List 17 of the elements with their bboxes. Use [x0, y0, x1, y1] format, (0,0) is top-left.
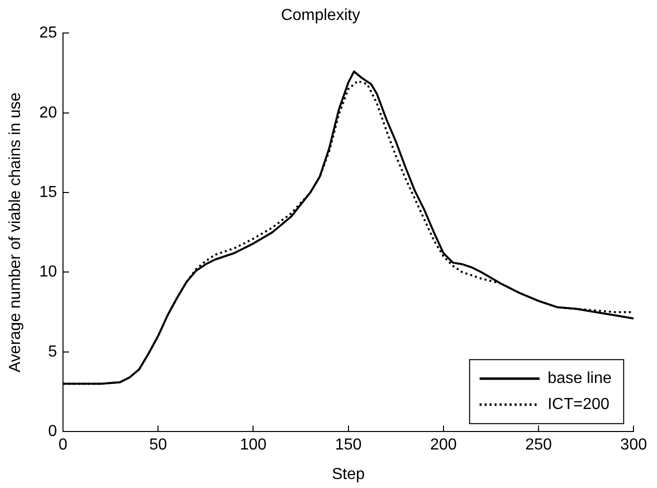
y-tick-label: 20	[39, 104, 58, 122]
y-tick-label: 5	[48, 343, 58, 360]
x-tick-label: 100	[240, 436, 267, 454]
y-axis-title: Average number of viable chains in use	[7, 92, 24, 372]
y-tick-label: 10	[39, 264, 58, 281]
x-tick-label: 50	[149, 436, 168, 454]
x-tick-label: 150	[334, 436, 362, 454]
chart-title: Complexity	[280, 7, 360, 24]
legend-label: ICT=200	[548, 396, 610, 414]
y-tick-label: 0	[48, 423, 58, 440]
x-tick-label: 250	[525, 436, 552, 454]
legend-label: base line	[548, 370, 612, 388]
y-tick-label: 25	[39, 24, 58, 42]
x-axis-title: Step	[332, 466, 365, 483]
x-tick-label: 200	[430, 436, 457, 454]
y-tick-label: 15	[39, 184, 58, 201]
x-tick-label: 300	[620, 436, 648, 454]
